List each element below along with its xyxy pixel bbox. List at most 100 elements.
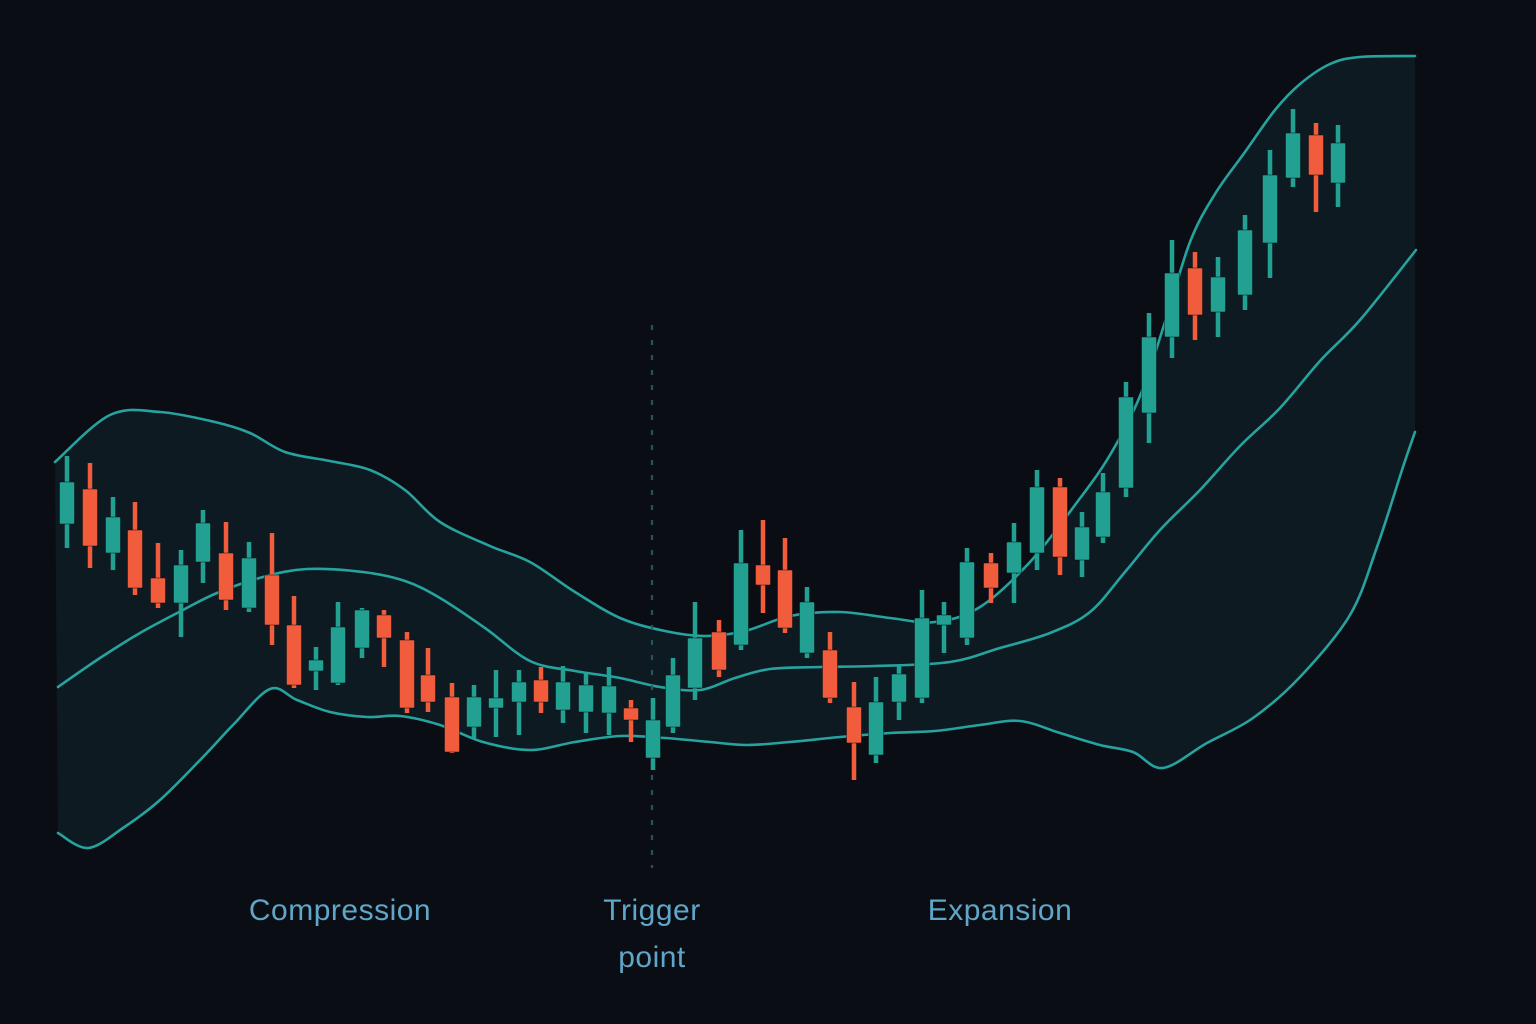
candle-body bbox=[127, 529, 143, 589]
candle-body bbox=[1095, 491, 1111, 538]
candle-body bbox=[533, 679, 549, 703]
candle-body bbox=[1262, 174, 1278, 244]
candle-down bbox=[127, 502, 143, 595]
candle-down bbox=[755, 520, 771, 613]
candle-up bbox=[665, 658, 681, 733]
candle-up bbox=[936, 602, 952, 653]
candle-up bbox=[1164, 240, 1180, 358]
candle-body bbox=[1285, 132, 1301, 179]
candle-down bbox=[777, 538, 793, 633]
candle-down bbox=[1052, 478, 1068, 575]
candle-down bbox=[444, 683, 460, 753]
candle-down bbox=[711, 620, 727, 677]
candle-body bbox=[488, 697, 504, 709]
candle-body bbox=[376, 614, 392, 639]
phase-label-expansion: Expansion bbox=[927, 894, 1073, 927]
candle-body bbox=[511, 681, 527, 703]
candle-body bbox=[399, 639, 415, 709]
candle-body bbox=[1164, 272, 1180, 338]
candle-body bbox=[711, 631, 727, 671]
candle-body bbox=[150, 577, 166, 604]
candle-down bbox=[623, 700, 639, 742]
candle-body bbox=[578, 684, 594, 713]
candle-up bbox=[733, 530, 749, 650]
candle-body bbox=[755, 564, 771, 586]
candle-up bbox=[891, 666, 907, 720]
candle-down bbox=[420, 648, 436, 712]
candle-down bbox=[286, 596, 302, 688]
candle-body bbox=[354, 609, 370, 649]
candle-body bbox=[241, 557, 257, 609]
lower-band-line bbox=[56, 430, 1417, 850]
candle-body bbox=[195, 522, 211, 563]
candle-up bbox=[687, 602, 703, 700]
candle-up bbox=[1285, 109, 1301, 187]
candle-up bbox=[601, 667, 617, 735]
candle-body bbox=[665, 674, 681, 728]
candle-body bbox=[1141, 336, 1157, 414]
candle-down bbox=[822, 632, 838, 703]
candle-up bbox=[173, 550, 189, 637]
candle-down bbox=[218, 522, 234, 610]
candle-body bbox=[1118, 396, 1134, 489]
candle-body bbox=[444, 696, 460, 753]
candle-body bbox=[466, 696, 482, 728]
candle-body bbox=[555, 681, 571, 711]
candle-up bbox=[241, 542, 257, 612]
candle-body bbox=[777, 569, 793, 629]
candle-down bbox=[150, 543, 166, 608]
candle-down bbox=[82, 463, 98, 568]
candle-down bbox=[399, 632, 415, 713]
candle-up bbox=[1074, 512, 1090, 577]
candle-up bbox=[1029, 470, 1045, 570]
candle-wick bbox=[516, 670, 522, 735]
candle-body bbox=[59, 481, 75, 525]
candle-body bbox=[1006, 541, 1022, 574]
candle-body bbox=[1187, 267, 1203, 316]
candle-down bbox=[264, 533, 280, 645]
candle-body bbox=[914, 617, 930, 699]
candle-down bbox=[376, 610, 392, 667]
candle-up bbox=[1330, 125, 1346, 207]
candle-body bbox=[1210, 276, 1226, 313]
candle-down bbox=[533, 667, 549, 713]
candle-up bbox=[195, 510, 211, 583]
candle-body bbox=[330, 626, 346, 684]
candle-wick bbox=[628, 700, 634, 742]
candle-up bbox=[1237, 215, 1253, 310]
candle-body bbox=[623, 707, 639, 721]
candle-body bbox=[846, 706, 862, 744]
upper-band-line bbox=[53, 54, 1417, 638]
candle-up bbox=[105, 497, 121, 570]
candle-body bbox=[936, 614, 952, 626]
candle-body bbox=[868, 701, 884, 756]
candle-body bbox=[1052, 486, 1068, 558]
candle-up bbox=[488, 670, 504, 737]
candle-up bbox=[354, 608, 370, 658]
candle-body bbox=[983, 562, 999, 589]
candle-wick bbox=[381, 610, 387, 667]
candle-body bbox=[687, 637, 703, 689]
candle-down bbox=[1308, 123, 1324, 212]
candle-body bbox=[286, 624, 302, 686]
candle-body bbox=[1074, 526, 1090, 561]
candle-body bbox=[1237, 229, 1253, 296]
candle-body bbox=[82, 488, 98, 547]
candle-up bbox=[1141, 313, 1157, 443]
candle-up bbox=[914, 590, 930, 703]
candle-up bbox=[799, 587, 815, 658]
candle-up bbox=[959, 548, 975, 645]
candle-up bbox=[1095, 473, 1111, 543]
candle-body bbox=[799, 601, 815, 654]
candle-body bbox=[959, 561, 975, 639]
candle-body bbox=[1330, 142, 1346, 184]
candle-body bbox=[420, 674, 436, 703]
candle-up bbox=[578, 673, 594, 733]
candle-body bbox=[733, 562, 749, 646]
candle-body bbox=[645, 719, 661, 759]
candle-body bbox=[173, 564, 189, 604]
candle-body bbox=[1308, 134, 1324, 176]
candle-up bbox=[555, 666, 571, 723]
